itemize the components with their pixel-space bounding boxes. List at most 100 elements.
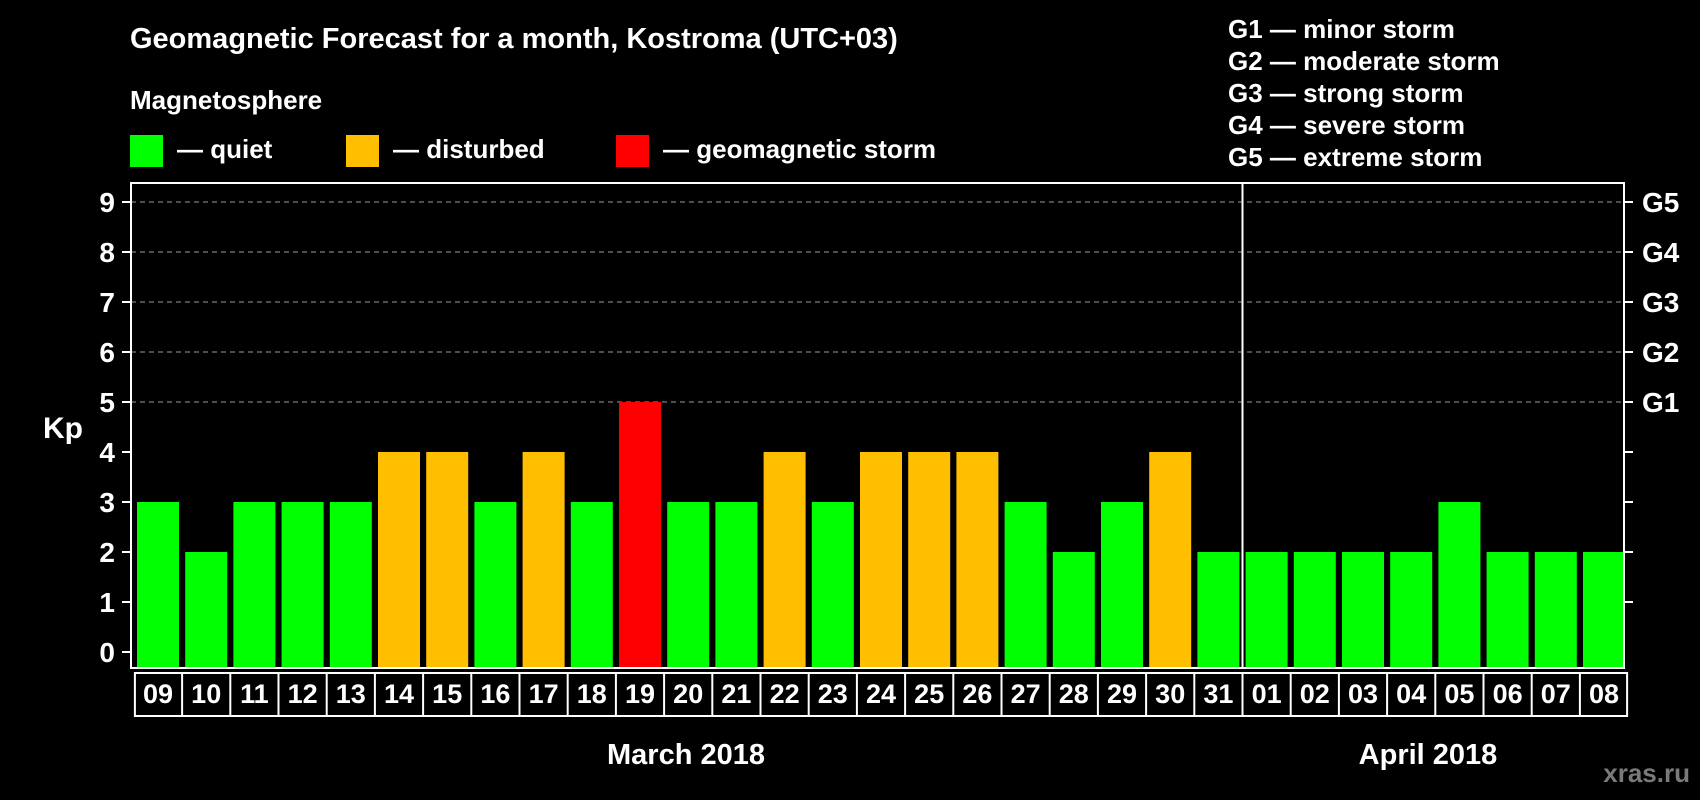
x-tick-label: 27	[1011, 679, 1041, 709]
watermark: xras.ru	[1603, 758, 1690, 788]
bar	[1390, 552, 1433, 667]
storm-scale-item: G3 — strong storm	[1228, 78, 1463, 108]
y-tick-label: 3	[99, 487, 115, 518]
storm-level-label: G3	[1642, 287, 1679, 318]
x-tick-label: 30	[1155, 679, 1185, 709]
month-labels: March 2018 April 2018	[607, 739, 1497, 771]
storm-level-label: G1	[1642, 387, 1679, 418]
bar	[811, 502, 854, 667]
storm-level-label: G4	[1642, 237, 1680, 268]
x-tick-label: 28	[1059, 679, 1089, 709]
y-axis-left: 0 1 2 3 4 5 6 7 8 9	[99, 187, 131, 668]
bar	[426, 452, 469, 667]
bar	[1342, 552, 1384, 667]
bar	[1438, 502, 1481, 667]
storm-scale-item: G2 — moderate storm	[1228, 46, 1500, 76]
x-tick-label: 07	[1541, 679, 1571, 709]
bar	[956, 452, 999, 667]
x-tick-label: 13	[336, 679, 366, 709]
x-tick-label: 06	[1493, 679, 1523, 709]
x-tick-label: 04	[1396, 679, 1426, 709]
x-tick-label: 08	[1589, 679, 1619, 709]
x-tick-label: 23	[818, 679, 848, 709]
legend-label: — geomagnetic storm	[663, 134, 936, 164]
y-tick-label: 0	[99, 637, 115, 668]
bar	[185, 552, 228, 667]
bar	[1245, 552, 1288, 667]
x-tick-label: 26	[962, 679, 992, 709]
month-label: March 2018	[607, 739, 765, 771]
y-tick-label: 7	[99, 287, 115, 318]
x-label-frame	[133, 672, 1629, 717]
bar	[1101, 502, 1143, 667]
y-tick-label: 8	[99, 237, 115, 268]
legend-swatch	[130, 135, 163, 167]
chart-subtitle: Magnetosphere	[130, 85, 322, 115]
x-tick-label: 21	[721, 679, 751, 709]
legend-label: — quiet	[177, 134, 273, 164]
bar	[1583, 552, 1625, 667]
x-axis-day-labels: 09 10 11 12 13 14 15 16 17 18 19 20 21 22 23 24 25 26 27 28…	[133, 672, 1629, 717]
bar	[1004, 502, 1047, 667]
bar	[329, 502, 372, 667]
bar	[570, 502, 613, 667]
bar	[619, 402, 661, 667]
legend-label: — disturbed	[393, 134, 545, 164]
storm-scale-item: G1 — minor storm	[1228, 14, 1455, 44]
x-tick-label: 02	[1300, 679, 1330, 709]
bar	[1052, 552, 1095, 667]
bar	[233, 502, 276, 667]
storm-level-label: G2	[1642, 337, 1679, 368]
bar	[667, 502, 710, 667]
month-label: April 2018	[1359, 739, 1498, 771]
bar	[1197, 552, 1240, 667]
bar	[378, 452, 420, 667]
legend: — quiet — disturbed — geomagnetic storm	[130, 134, 936, 167]
x-tick-label: 24	[866, 679, 896, 709]
y-tick-label: 1	[99, 587, 115, 618]
chart-title: Geomagnetic Forecast for a month, Kostro…	[130, 23, 898, 55]
x-tick-label: 11	[240, 679, 269, 709]
x-tick-label: 17	[529, 679, 559, 709]
x-tick-label: 15	[432, 679, 462, 709]
bar	[1534, 552, 1577, 667]
x-tick-label: 29	[1107, 679, 1137, 709]
bar	[522, 452, 565, 667]
storm-scale-item: G4 — severe storm	[1228, 110, 1465, 140]
bar	[1149, 452, 1192, 667]
y-tick-label: 6	[99, 337, 115, 368]
y-tick-label: 2	[99, 537, 115, 568]
x-tick-label: 01	[1252, 679, 1282, 709]
bar	[908, 452, 951, 667]
legend-swatch	[616, 135, 649, 167]
plot-frame	[130, 182, 1625, 669]
bar	[715, 502, 758, 667]
x-tick-label: 03	[1348, 679, 1378, 709]
x-tick-label: 05	[1444, 679, 1474, 709]
y-axis-right: G1 G2 G3 G4 G5	[1624, 187, 1680, 603]
y-tick-label: 9	[99, 187, 115, 218]
x-tick-label: 09	[143, 679, 173, 709]
x-tick-label: 25	[914, 679, 944, 709]
y-tick-label: 5	[99, 387, 115, 418]
x-tick-label: 10	[191, 679, 221, 709]
x-tick-label: 22	[770, 679, 800, 709]
legend-swatch	[346, 135, 379, 167]
x-tick-label: 18	[577, 679, 607, 709]
bar	[474, 502, 517, 667]
bar	[137, 502, 179, 667]
x-tick-label: 12	[288, 679, 318, 709]
x-tick-label: 31	[1203, 679, 1233, 709]
x-tick-label: 14	[384, 679, 414, 709]
bar	[763, 452, 806, 667]
bars	[137, 402, 1625, 667]
bar	[1293, 552, 1336, 667]
y-axis-label: Kp	[43, 412, 83, 445]
grid-lines	[131, 201, 1624, 403]
x-tick-label: 20	[673, 679, 703, 709]
storm-scale-item: G5 — extreme storm	[1228, 142, 1482, 172]
bar	[1486, 552, 1529, 667]
x-tick-label: 19	[625, 679, 655, 709]
